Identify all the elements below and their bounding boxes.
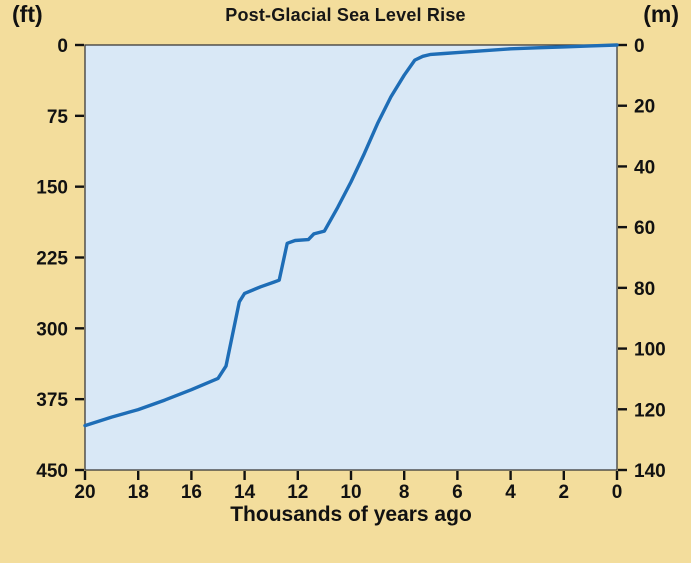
left-tick-label: 150 (36, 178, 68, 199)
right-tick-label: 60 (634, 218, 655, 239)
x-tick-label: 0 (612, 482, 623, 503)
right-tick-label: 20 (634, 97, 655, 118)
right-tick-label: 80 (634, 279, 655, 300)
left-tick-label: 0 (57, 36, 68, 57)
x-tick-label: 14 (234, 482, 256, 503)
right-tick-label: 140 (634, 461, 666, 482)
right-axis-unit-label: (m) (643, 1, 679, 27)
left-axis-unit-label: (ft) (12, 1, 43, 27)
x-tick-label: 10 (340, 482, 361, 503)
plot-area (84, 44, 618, 471)
left-tick-label: 225 (36, 249, 68, 270)
x-tick-label: 20 (74, 482, 95, 503)
left-tick-label: 450 (36, 461, 68, 482)
right-tick-label: 100 (634, 340, 666, 361)
x-axis-label: Thousands of years ago (230, 503, 472, 526)
x-tick-label: 16 (181, 482, 202, 503)
x-tick-label: 6 (452, 482, 463, 503)
x-tick-label: 2 (559, 482, 570, 503)
x-tick-label: 18 (128, 482, 149, 503)
right-tick-label: 0 (634, 36, 645, 57)
x-tick-label: 4 (505, 482, 516, 503)
x-tick-label: 12 (287, 482, 308, 503)
chart-title: Post-Glacial Sea Level Rise (225, 5, 466, 25)
right-tick-label: 120 (634, 400, 666, 421)
right-tick-label: 40 (634, 157, 655, 178)
left-tick-label: 375 (36, 390, 68, 411)
left-tick-label: 75 (47, 107, 69, 128)
left-tick-label: 300 (36, 319, 68, 340)
x-tick-label: 8 (399, 482, 410, 503)
sea-level-line (83, 43, 619, 428)
